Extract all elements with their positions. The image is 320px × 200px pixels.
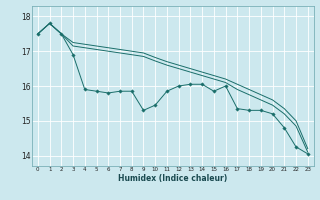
X-axis label: Humidex (Indice chaleur): Humidex (Indice chaleur): [118, 174, 228, 183]
